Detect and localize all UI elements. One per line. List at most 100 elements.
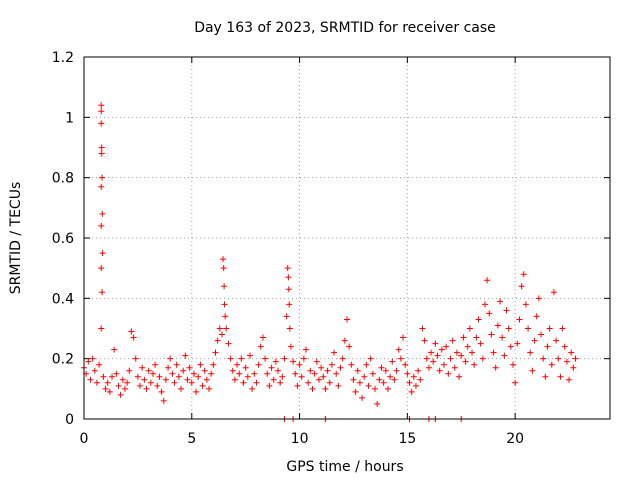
- data-point: [393, 367, 400, 374]
- data-point: [193, 388, 200, 395]
- data-point: [98, 150, 105, 157]
- data-point: [275, 367, 282, 374]
- data-point: [391, 376, 398, 383]
- data-point: [369, 370, 376, 377]
- x-tick-label: 0: [80, 431, 89, 447]
- data-point: [546, 325, 553, 332]
- data-point: [99, 250, 106, 257]
- data-point: [458, 352, 465, 359]
- data-point: [518, 283, 525, 290]
- data-point: [372, 385, 379, 392]
- data-point: [206, 385, 213, 392]
- data-point: [199, 382, 206, 389]
- data-point: [356, 379, 363, 386]
- data-point: [326, 379, 333, 386]
- data-point: [559, 325, 566, 332]
- data-point: [561, 343, 568, 350]
- data-point: [466, 325, 473, 332]
- data-point: [490, 349, 497, 356]
- data-point: [555, 355, 562, 362]
- data-point: [227, 355, 234, 362]
- data-point: [557, 373, 564, 380]
- data-point: [115, 382, 122, 389]
- data-point: [402, 361, 409, 368]
- data-point: [165, 364, 172, 371]
- data-point: [169, 370, 176, 377]
- data-point: [98, 265, 105, 272]
- data-point: [98, 325, 105, 332]
- data-point: [328, 361, 335, 368]
- data-point: [201, 367, 208, 374]
- data-point: [98, 222, 105, 229]
- data-point: [374, 400, 381, 407]
- data-point: [423, 355, 430, 362]
- data-point: [432, 340, 439, 347]
- data-point: [173, 361, 180, 368]
- data-point: [522, 301, 529, 308]
- data-point: [126, 367, 133, 374]
- data-point: [102, 385, 109, 392]
- data-point: [525, 325, 532, 332]
- axis-ticks: [83, 56, 610, 420]
- data-point: [128, 328, 135, 335]
- data-point: [182, 352, 189, 359]
- data-point: [141, 376, 148, 383]
- y-tick-label: 0.6: [52, 231, 74, 247]
- data-point: [497, 298, 504, 305]
- data-point: [99, 289, 106, 296]
- data-point: [434, 352, 441, 359]
- data-point: [548, 361, 555, 368]
- data-point: [203, 376, 210, 383]
- data-point: [512, 379, 519, 386]
- data-point: [152, 361, 159, 368]
- data-point: [503, 307, 510, 314]
- data-point: [246, 352, 253, 359]
- data-point: [286, 301, 293, 308]
- data-point: [395, 346, 402, 353]
- data-point: [380, 379, 387, 386]
- data-point: [222, 313, 229, 320]
- data-points: [81, 102, 579, 422]
- data-point: [535, 295, 542, 302]
- data-point: [341, 337, 348, 344]
- data-point: [473, 334, 480, 341]
- y-tick-label: 0.2: [52, 352, 74, 368]
- data-point: [486, 310, 493, 317]
- data-point: [259, 334, 266, 341]
- data-point: [344, 316, 350, 323]
- data-point: [553, 337, 560, 344]
- data-point: [197, 361, 204, 368]
- data-point: [266, 382, 273, 389]
- data-point: [158, 388, 165, 395]
- data-point: [283, 313, 290, 320]
- x-tick-label: 10: [291, 431, 309, 447]
- data-point: [139, 364, 146, 371]
- data-point: [220, 265, 227, 272]
- data-point: [520, 271, 527, 278]
- data-point: [149, 370, 156, 377]
- data-point: [441, 361, 448, 368]
- data-point: [242, 364, 249, 371]
- data-point: [367, 355, 374, 362]
- plot-frame: [83, 56, 611, 420]
- data-point: [225, 340, 232, 347]
- data-point: [337, 364, 344, 371]
- data-point: [156, 373, 163, 380]
- data-point: [212, 349, 219, 356]
- data-point: [218, 331, 225, 338]
- data-point: [359, 394, 366, 401]
- data-point: [499, 334, 506, 341]
- data-point: [471, 361, 478, 368]
- data-point: [475, 316, 482, 323]
- data-point: [481, 301, 488, 308]
- data-point: [492, 364, 499, 371]
- data-point: [460, 334, 467, 341]
- data-point: [531, 337, 538, 344]
- data-point: [354, 367, 361, 374]
- data-point: [106, 388, 113, 395]
- data-point: [494, 322, 501, 329]
- data-point: [287, 343, 294, 350]
- data-point: [249, 385, 256, 392]
- data-point: [180, 367, 187, 374]
